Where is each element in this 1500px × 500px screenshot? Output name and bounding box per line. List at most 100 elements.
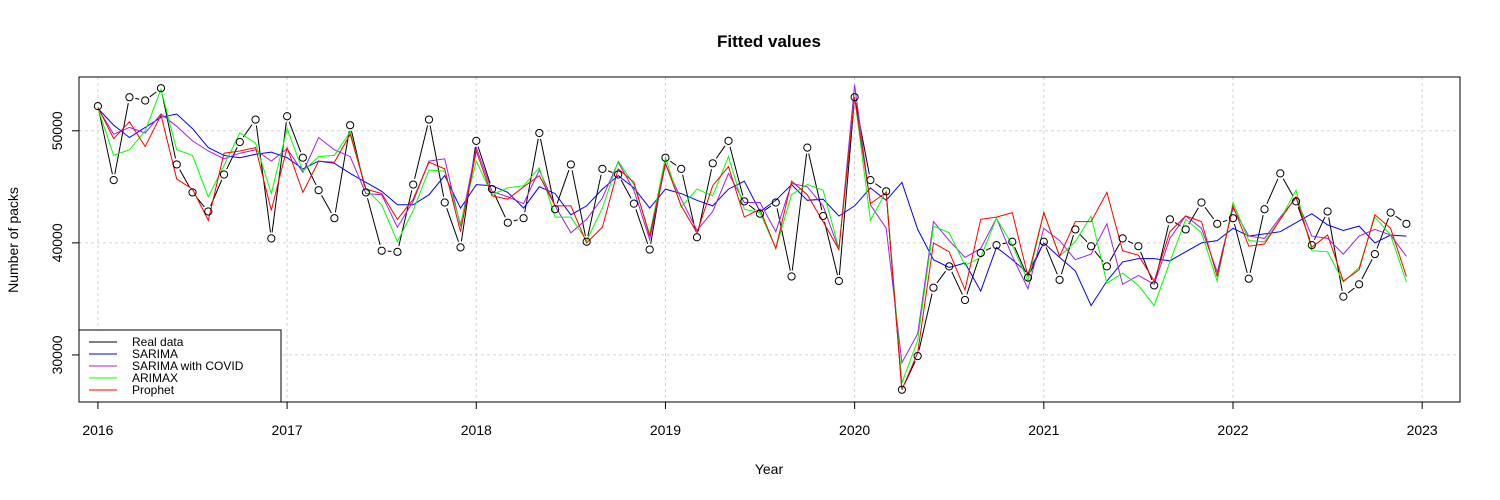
data-point: [424, 115, 434, 124]
data-point: [960, 295, 970, 305]
data-point: [472, 136, 481, 145]
data-point: [629, 199, 639, 208]
data-point: [219, 170, 229, 179]
data-point: [1087, 242, 1096, 251]
data-point: [1307, 241, 1316, 250]
x-tick-label: 2021: [1028, 422, 1059, 438]
x-tick-label: 2020: [839, 422, 870, 438]
data-point: [834, 276, 843, 286]
data-point: [330, 214, 339, 223]
data-point: [945, 262, 954, 271]
legend-label: Prophet: [132, 383, 175, 397]
data-point: [346, 121, 355, 130]
data-point: [1323, 207, 1332, 216]
data-point: [1023, 273, 1033, 282]
data-point: [645, 245, 654, 254]
data-point: [1150, 281, 1159, 290]
data-point: [1339, 292, 1348, 301]
data-point: [282, 112, 292, 121]
series-line-arimax: [97, 87, 1407, 384]
data-point: [661, 153, 670, 162]
data-point: [913, 351, 922, 361]
chart-title: Fitted values: [717, 32, 821, 51]
x-axis-label: Year: [755, 461, 784, 477]
x-tick-label: 2016: [82, 422, 113, 438]
data-point: [188, 188, 197, 197]
y-tick-label: 50000: [49, 111, 65, 150]
data-point: [519, 214, 528, 223]
data-point: [1197, 198, 1206, 207]
x-tick-label: 2018: [461, 422, 492, 438]
data-point: [1055, 275, 1064, 284]
data-point: [740, 197, 749, 206]
data-point: [1134, 242, 1143, 251]
data-point: [582, 237, 591, 246]
data-point: [1039, 237, 1048, 246]
data-point: [298, 153, 307, 162]
data-point: [1402, 219, 1411, 228]
data-point: [93, 102, 103, 111]
legend-label: SARIMA with COVID: [132, 359, 244, 373]
data-point: [929, 283, 938, 292]
data-point: [456, 243, 465, 252]
data-point: [724, 136, 733, 145]
x-tick-label: 2022: [1217, 422, 1248, 438]
data-point: [866, 176, 875, 185]
y-axis-label: Number of packs: [5, 187, 21, 293]
data-point: [204, 207, 213, 216]
data-point: [361, 188, 371, 197]
data-point: [1291, 197, 1301, 206]
data-point: [897, 385, 907, 394]
y-tick-label: 40000: [49, 223, 65, 262]
data-point: [976, 248, 985, 258]
data-point: [708, 159, 717, 168]
data-point: [598, 164, 607, 173]
data-point: [755, 209, 765, 218]
data-point: [614, 170, 623, 179]
data-point: [1370, 249, 1379, 259]
data-point: [1181, 225, 1190, 234]
data-point: [1118, 234, 1127, 243]
data-point: [1355, 280, 1364, 289]
data-point: [1071, 225, 1080, 234]
axes: 2016 2017 2018 2019 2020 2021 2022 2023 30000 400…: [49, 111, 1438, 438]
legend-label: ARIMAX: [132, 371, 178, 385]
data-point: [393, 247, 402, 256]
data-point: [503, 218, 512, 227]
data-point: [1276, 169, 1285, 178]
data-point: [267, 234, 276, 243]
data-point: [803, 143, 812, 152]
x-tick-label: 2023: [1407, 422, 1438, 438]
data-point: [377, 246, 386, 255]
data-point: [314, 186, 323, 195]
data-point: [235, 137, 244, 147]
data-point: [677, 164, 686, 173]
data-point: [771, 198, 780, 207]
data-point: [535, 128, 544, 138]
data-point: [125, 93, 134, 102]
y-tick-label: 30000: [49, 335, 65, 374]
data-point: [882, 187, 891, 196]
data-point: [692, 233, 702, 242]
series-line-sarima-with-covid: [97, 84, 1407, 365]
data-point: [440, 198, 449, 207]
data-point: [1008, 237, 1017, 246]
legend-label: Real data: [132, 335, 184, 349]
data-point: [1102, 262, 1111, 271]
data-point: [141, 96, 150, 105]
series-lines: [97, 84, 1407, 390]
data-point: [1228, 214, 1238, 223]
data-point: [109, 176, 118, 185]
data-point: [566, 160, 575, 169]
series-line-sarima: [97, 108, 1407, 307]
data-point: [409, 180, 418, 189]
data-point: [992, 241, 1001, 250]
data-point: [1260, 205, 1269, 214]
data-point: [156, 84, 166, 93]
data-point: [1244, 274, 1253, 283]
data-point: [1386, 208, 1395, 217]
data-point: [1213, 219, 1222, 228]
real-data-points: [93, 84, 1411, 394]
x-tick-label: 2017: [272, 422, 303, 438]
